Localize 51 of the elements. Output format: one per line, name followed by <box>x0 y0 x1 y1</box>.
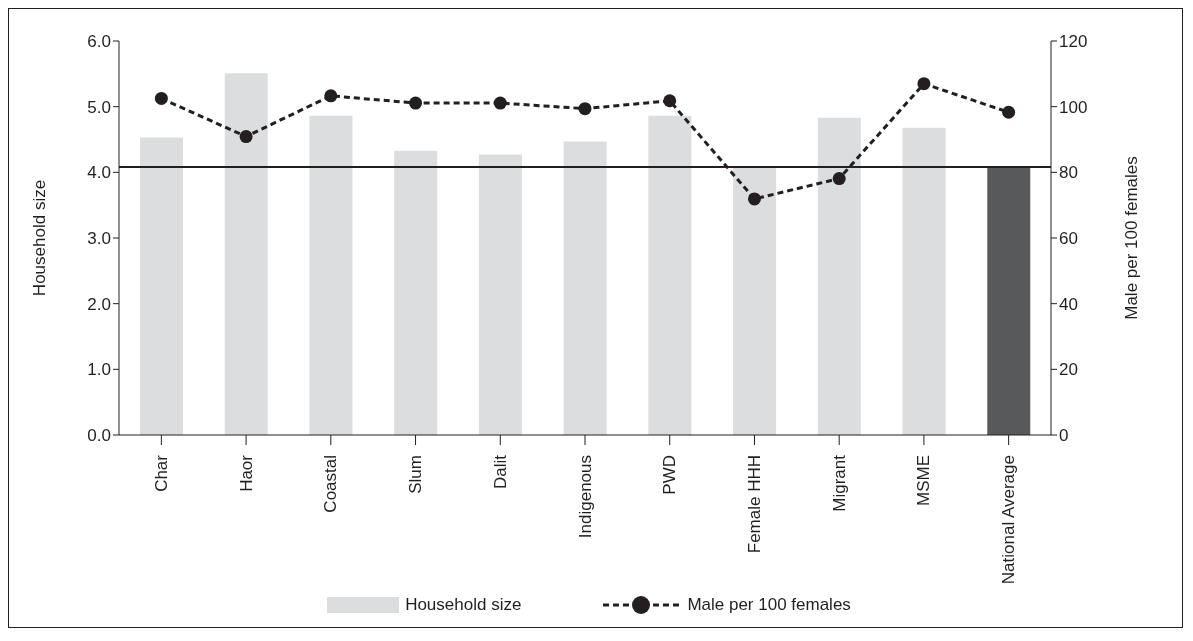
x-tick-label: National Average <box>999 455 1019 585</box>
y-tick-label: 6.0 <box>87 32 111 52</box>
x-tick-label: Slum <box>406 455 426 494</box>
legend-label: Household size <box>405 595 522 615</box>
y2-axis-title: Male per 100 females <box>1122 156 1142 320</box>
x-tick-label: Indigenous <box>575 455 595 539</box>
point <box>832 172 846 186</box>
x-tick-label: Coastal <box>321 455 341 513</box>
bar <box>478 154 522 435</box>
y2-tick-label: 0 <box>1059 426 1069 446</box>
point <box>239 130 253 144</box>
x-tick-label: Char <box>151 454 171 492</box>
point <box>663 94 677 108</box>
y2-tick-label: 80 <box>1059 163 1078 183</box>
y2-tick-label: 100 <box>1059 97 1088 117</box>
bar <box>733 167 777 435</box>
legend-label: Male per 100 females <box>687 595 851 615</box>
y-tick-label: 3.0 <box>87 229 111 249</box>
y2-tick-label: 20 <box>1059 360 1078 380</box>
point <box>747 192 761 206</box>
x-tick-label: MSME <box>914 455 934 506</box>
x-tick-label: PWD <box>660 455 680 495</box>
x-tick-label: Dalit <box>490 454 510 490</box>
point <box>324 89 338 103</box>
y-tick-label: 1.0 <box>87 360 111 380</box>
bar <box>394 150 438 435</box>
bar <box>987 167 1031 435</box>
y-tick-label: 4.0 <box>87 163 111 183</box>
y-tick-label: 5.0 <box>87 97 111 117</box>
bar <box>648 115 692 435</box>
bar <box>224 73 268 435</box>
x-tick-label: Migrant <box>829 454 849 512</box>
point <box>493 96 507 110</box>
y2-tick-label: 60 <box>1059 229 1078 249</box>
point <box>154 91 168 105</box>
bar <box>563 141 607 435</box>
point <box>409 96 423 110</box>
y-tick-label: 2.0 <box>87 294 111 314</box>
bar <box>309 115 353 435</box>
point <box>578 102 592 116</box>
y-axis-title: Household size <box>30 179 50 297</box>
x-tick-label: Haor <box>236 454 256 492</box>
y-tick-label: 0.0 <box>87 426 111 446</box>
y2-tick-label: 40 <box>1059 294 1078 314</box>
point <box>917 77 931 91</box>
x-tick-label: Female HHH <box>744 455 764 554</box>
bar <box>140 137 183 435</box>
bar <box>817 117 861 435</box>
y2-tick-label: 120 <box>1059 32 1088 52</box>
point <box>1002 105 1016 119</box>
bar <box>902 127 946 435</box>
